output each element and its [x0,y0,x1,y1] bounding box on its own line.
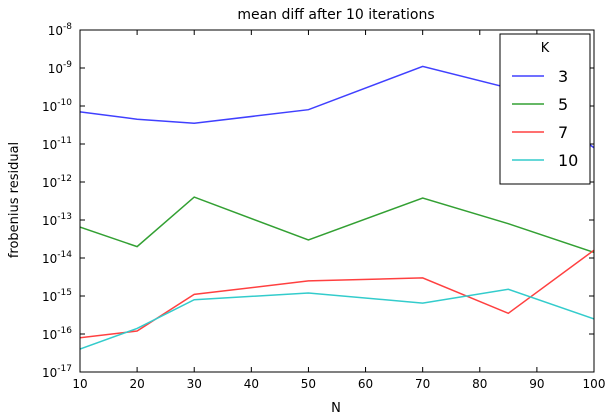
legend-label-k5: 5 [558,95,568,114]
y-tick-label: 10-8 [48,22,73,38]
legend-label-k7: 7 [558,123,568,142]
x-tick-label: 10 [72,377,87,391]
x-tick-label: 80 [472,377,487,391]
series-line-k7 [80,249,594,339]
y-tick-label: 10-16 [42,326,72,342]
y-tick-label: 10-14 [42,250,72,266]
y-tick-label: 10-11 [42,136,72,152]
chart-title: mean diff after 10 iterations [237,7,434,23]
x-tick-label: 60 [358,377,373,391]
plot-frame [79,29,595,373]
series-line-k10 [80,288,594,350]
y-axis-label: frobenius residual [7,142,22,258]
x-tick-label: 90 [529,377,544,391]
y-tick-label: 10-13 [42,212,72,228]
y-tick-label: 10-12 [42,174,72,190]
y-tick-label: 10-10 [42,98,72,114]
x-tick-label: 40 [244,377,259,391]
x-axis-label: N [331,401,341,416]
y-tick-label: 10-15 [42,288,72,304]
y-tick-label: 10-17 [42,364,72,380]
legend-label-k3: 3 [558,67,568,86]
ticks-layer: 10 20 30 40 50 60 70 80 90 100 10-17 10-16 10-15 10-1… [42,22,605,391]
legend: K3 5 7 10 [499,33,591,185]
legend-label-k10: 10 [558,151,578,170]
legend-title: K [541,41,550,56]
y-tick-label: 10-9 [48,60,73,76]
legend-box [499,33,591,185]
x-tick-label: 20 [129,377,144,391]
series-line-k5 [80,196,594,254]
x-tick-label: 70 [415,377,430,391]
x-tick-label: 100 [583,377,606,391]
x-tick-label: 30 [187,377,202,391]
x-tick-label: 50 [301,377,316,391]
